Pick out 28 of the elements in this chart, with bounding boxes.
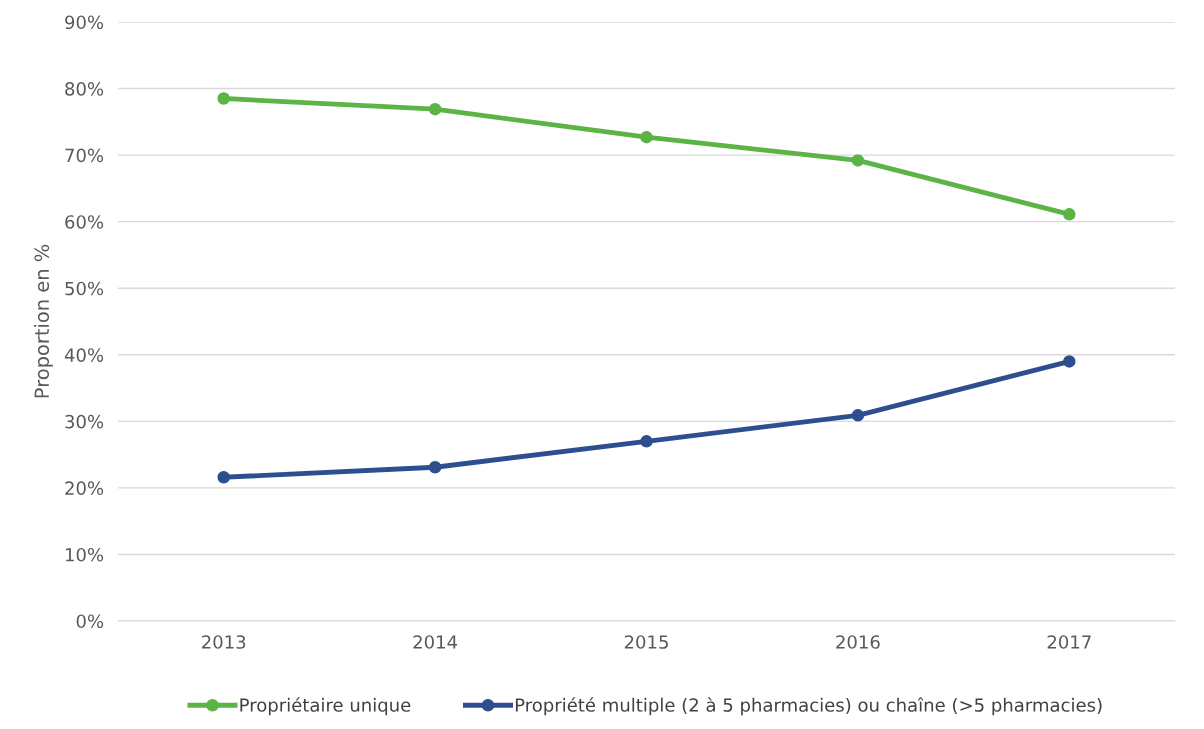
- point: [428, 461, 442, 474]
- x-tick-label: 2016: [836, 635, 880, 649]
- y-tick-label: 70%: [65, 148, 104, 163]
- x-tick-label: 2013: [202, 635, 246, 649]
- point: [851, 409, 865, 422]
- y-tick-label: 20%: [65, 481, 104, 496]
- point: [428, 102, 442, 116]
- y-tick-label: 40%: [64, 348, 104, 362]
- y-tick-label: 0%: [76, 614, 104, 629]
- point: [1063, 355, 1076, 368]
- x-tick-label: 2017: [1047, 635, 1091, 649]
- y-tick-label: 30%: [65, 414, 104, 429]
- point: [217, 470, 230, 484]
- legend-label: Propriété multiple (2 à 5 pharmacies) ou chaîne (>5 pharmacies): [515, 697, 1102, 716]
- point: [640, 130, 653, 144]
- y-tick-label: 60%: [65, 215, 104, 229]
- point: [1063, 208, 1076, 221]
- legend-label: Propriétaire unique: [240, 697, 411, 716]
- x-tick-label: 2014: [413, 635, 458, 649]
- y-tick-label: 90%: [65, 15, 104, 30]
- y-tick-label: 80%: [65, 82, 104, 96]
- y-axis-title: Proportion en %: [34, 244, 53, 398]
- x-tick-label: 2015: [624, 635, 668, 649]
- point: [217, 92, 230, 105]
- point: [851, 154, 865, 167]
- point: [640, 435, 653, 448]
- y-tick-label: 10%: [65, 547, 104, 562]
- y-tick-label: 50%: [65, 281, 104, 296]
